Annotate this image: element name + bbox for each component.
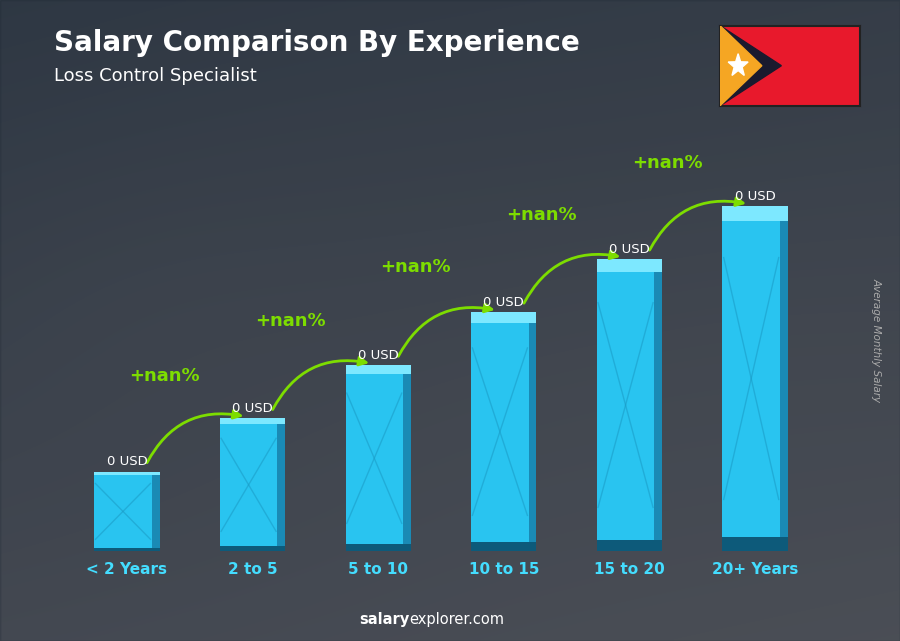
Text: +nan%: +nan% xyxy=(381,258,451,276)
Bar xyxy=(597,259,662,551)
Bar xyxy=(94,548,159,551)
Text: 0 USD: 0 USD xyxy=(106,455,148,469)
Bar xyxy=(472,542,536,551)
Text: Loss Control Specialist: Loss Control Specialist xyxy=(54,67,256,85)
Bar xyxy=(472,312,536,323)
Polygon shape xyxy=(728,54,748,76)
Bar xyxy=(346,365,410,551)
Text: explorer.com: explorer.com xyxy=(410,612,505,627)
Bar xyxy=(220,419,285,424)
Bar xyxy=(597,259,662,272)
Bar xyxy=(528,312,536,551)
Bar xyxy=(403,365,410,551)
Bar xyxy=(723,537,788,551)
Text: +nan%: +nan% xyxy=(506,206,577,224)
Text: +nan%: +nan% xyxy=(130,367,200,385)
Text: 0 USD: 0 USD xyxy=(358,349,399,362)
Polygon shape xyxy=(720,26,781,106)
Text: +nan%: +nan% xyxy=(255,312,326,330)
Bar xyxy=(346,544,410,551)
Text: 0 USD: 0 USD xyxy=(232,402,273,415)
Bar xyxy=(94,472,159,475)
Text: 0 USD: 0 USD xyxy=(483,296,524,309)
Text: 0 USD: 0 USD xyxy=(734,190,776,203)
Bar xyxy=(723,206,788,221)
Bar xyxy=(472,312,536,551)
Bar xyxy=(94,472,159,551)
Bar xyxy=(346,365,410,374)
Bar xyxy=(597,540,662,551)
Text: Salary Comparison By Experience: Salary Comparison By Experience xyxy=(54,29,580,57)
Text: +nan%: +nan% xyxy=(632,154,703,172)
Bar xyxy=(780,206,788,551)
Bar xyxy=(723,206,788,551)
Polygon shape xyxy=(720,26,761,106)
Text: salary: salary xyxy=(359,612,410,627)
Text: Average Monthly Salary: Average Monthly Salary xyxy=(871,278,881,402)
Bar xyxy=(220,546,285,551)
Bar xyxy=(277,419,285,551)
Bar xyxy=(220,419,285,551)
Bar xyxy=(152,472,159,551)
Bar xyxy=(654,259,662,551)
Text: 0 USD: 0 USD xyxy=(609,243,650,256)
